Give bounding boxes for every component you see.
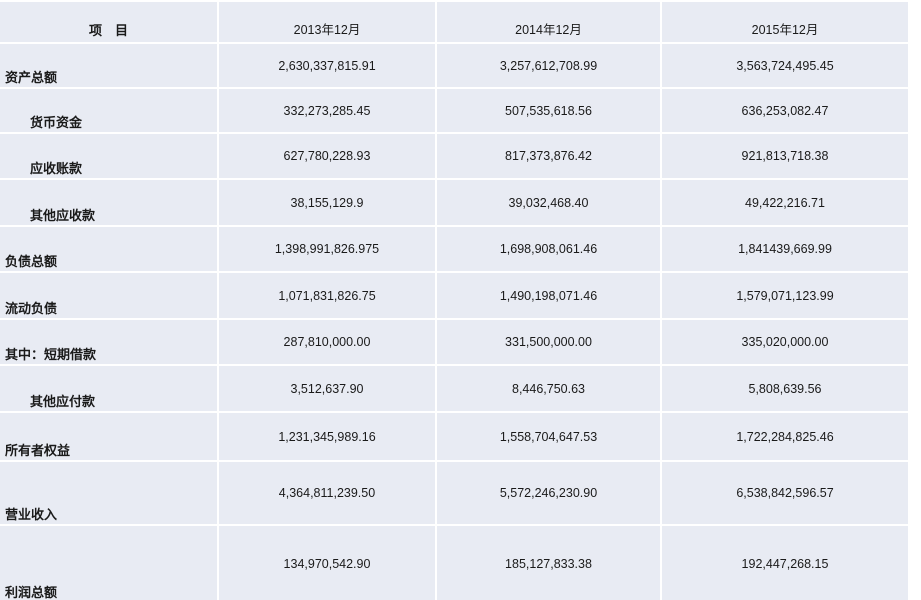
value-cell: 2,630,337,815.91: [219, 44, 435, 87]
table-row: 其他应付款 3,512,637.90 8,446,750.63 5,808,639.5…: [0, 366, 908, 411]
value-cell: 1,579,071,123.99: [662, 273, 908, 318]
value-cell: 4,364,811,239.50: [219, 462, 435, 524]
value-cell: 5,808,639.56: [662, 366, 908, 411]
value-cell: 507,535,618.56: [437, 89, 660, 132]
value-cell: 39,032,468.40: [437, 180, 660, 225]
value-cell: 1,698,908,061.46: [437, 227, 660, 271]
column-header-item: 项 目: [0, 2, 217, 42]
table-row: 流动负债 1,071,831,826.75 1,490,198,071.46 1,57…: [0, 273, 908, 318]
value-cell: 1,231,345,989.16: [219, 413, 435, 460]
value-cell: 1,071,831,826.75: [219, 273, 435, 318]
value-cell: 331,500,000.00: [437, 320, 660, 364]
row-label: 应收账款: [0, 134, 217, 178]
table-row: 营业收入 4,364,811,239.50 5,572,246,230.90 6,53…: [0, 462, 908, 524]
value-cell: 332,273,285.45: [219, 89, 435, 132]
table-row: 负债总额 1,398,991,826.975 1,698,908,061.46 1,8…: [0, 227, 908, 271]
value-cell: 3,257,612,708.99: [437, 44, 660, 87]
value-cell: 6,538,842,596.57: [662, 462, 908, 524]
column-header-2015-12: 2015年12月: [662, 2, 908, 42]
table-header-row: 项 目 2013年12月 2014年12月 2015年12月: [0, 2, 908, 42]
value-cell: 38,155,129.9: [219, 180, 435, 225]
row-label: 所有者权益: [0, 413, 217, 460]
value-cell: 49,422,216.71: [662, 180, 908, 225]
value-cell: 1,558,704,647.53: [437, 413, 660, 460]
row-label: 其中：短期借款: [0, 320, 217, 364]
value-cell: 287,810,000.00: [219, 320, 435, 364]
row-label: 流动负债: [0, 273, 217, 318]
value-cell: 3,512,637.90: [219, 366, 435, 411]
value-cell: 192,447,268.15: [662, 526, 908, 600]
row-label: 负债总额: [0, 227, 217, 271]
value-cell: 1,490,198,071.46: [437, 273, 660, 318]
value-cell: 1,722,284,825.46: [662, 413, 908, 460]
value-cell: 3,563,724,495.45: [662, 44, 908, 87]
value-cell: 185,127,833.38: [437, 526, 660, 600]
row-label: 资产总额: [0, 44, 217, 87]
row-label: 其他应付款: [0, 366, 217, 411]
value-cell: 335,020,000.00: [662, 320, 908, 364]
column-header-2014-12: 2014年12月: [437, 2, 660, 42]
table-row: 所有者权益 1,231,345,989.16 1,558,704,647.53 1,7…: [0, 413, 908, 460]
table-row: 利润总额 134,970,542.90 185,127,833.38 192,447,…: [0, 526, 908, 600]
row-label: 营业收入: [0, 462, 217, 524]
row-label: 货币资金: [0, 89, 217, 132]
row-label: 其他应收款: [0, 180, 217, 225]
value-cell: 1,398,991,826.975: [219, 227, 435, 271]
value-cell: 636,253,082.47: [662, 89, 908, 132]
value-cell: 5,572,246,230.90: [437, 462, 660, 524]
value-cell: 817,373,876.42: [437, 134, 660, 178]
table-row: 其中：短期借款 287,810,000.00 331,500,000.00 335,0…: [0, 320, 908, 364]
table-row: 资产总额 2,630,337,815.91 3,257,612,708.99 3,56…: [0, 44, 908, 87]
value-cell: 627,780,228.93: [219, 134, 435, 178]
column-header-2013-12: 2013年12月: [219, 2, 435, 42]
row-label: 利润总额: [0, 526, 217, 600]
value-cell: 1,841439,669.99: [662, 227, 908, 271]
table-row: 应收账款 627,780,228.93 817,373,876.42 921,813,…: [0, 134, 908, 178]
value-cell: 134,970,542.90: [219, 526, 435, 600]
value-cell: 921,813,718.38: [662, 134, 908, 178]
table-body: 资产总额 2,630,337,815.91 3,257,612,708.99 3,56…: [0, 44, 908, 600]
value-cell: 8,446,750.63: [437, 366, 660, 411]
table-row: 货币资金 332,273,285.45 507,535,618.56 636,253,…: [0, 89, 908, 132]
table-row: 其他应收款 38,155,129.9 39,032,468.40 49,422,216…: [0, 180, 908, 225]
